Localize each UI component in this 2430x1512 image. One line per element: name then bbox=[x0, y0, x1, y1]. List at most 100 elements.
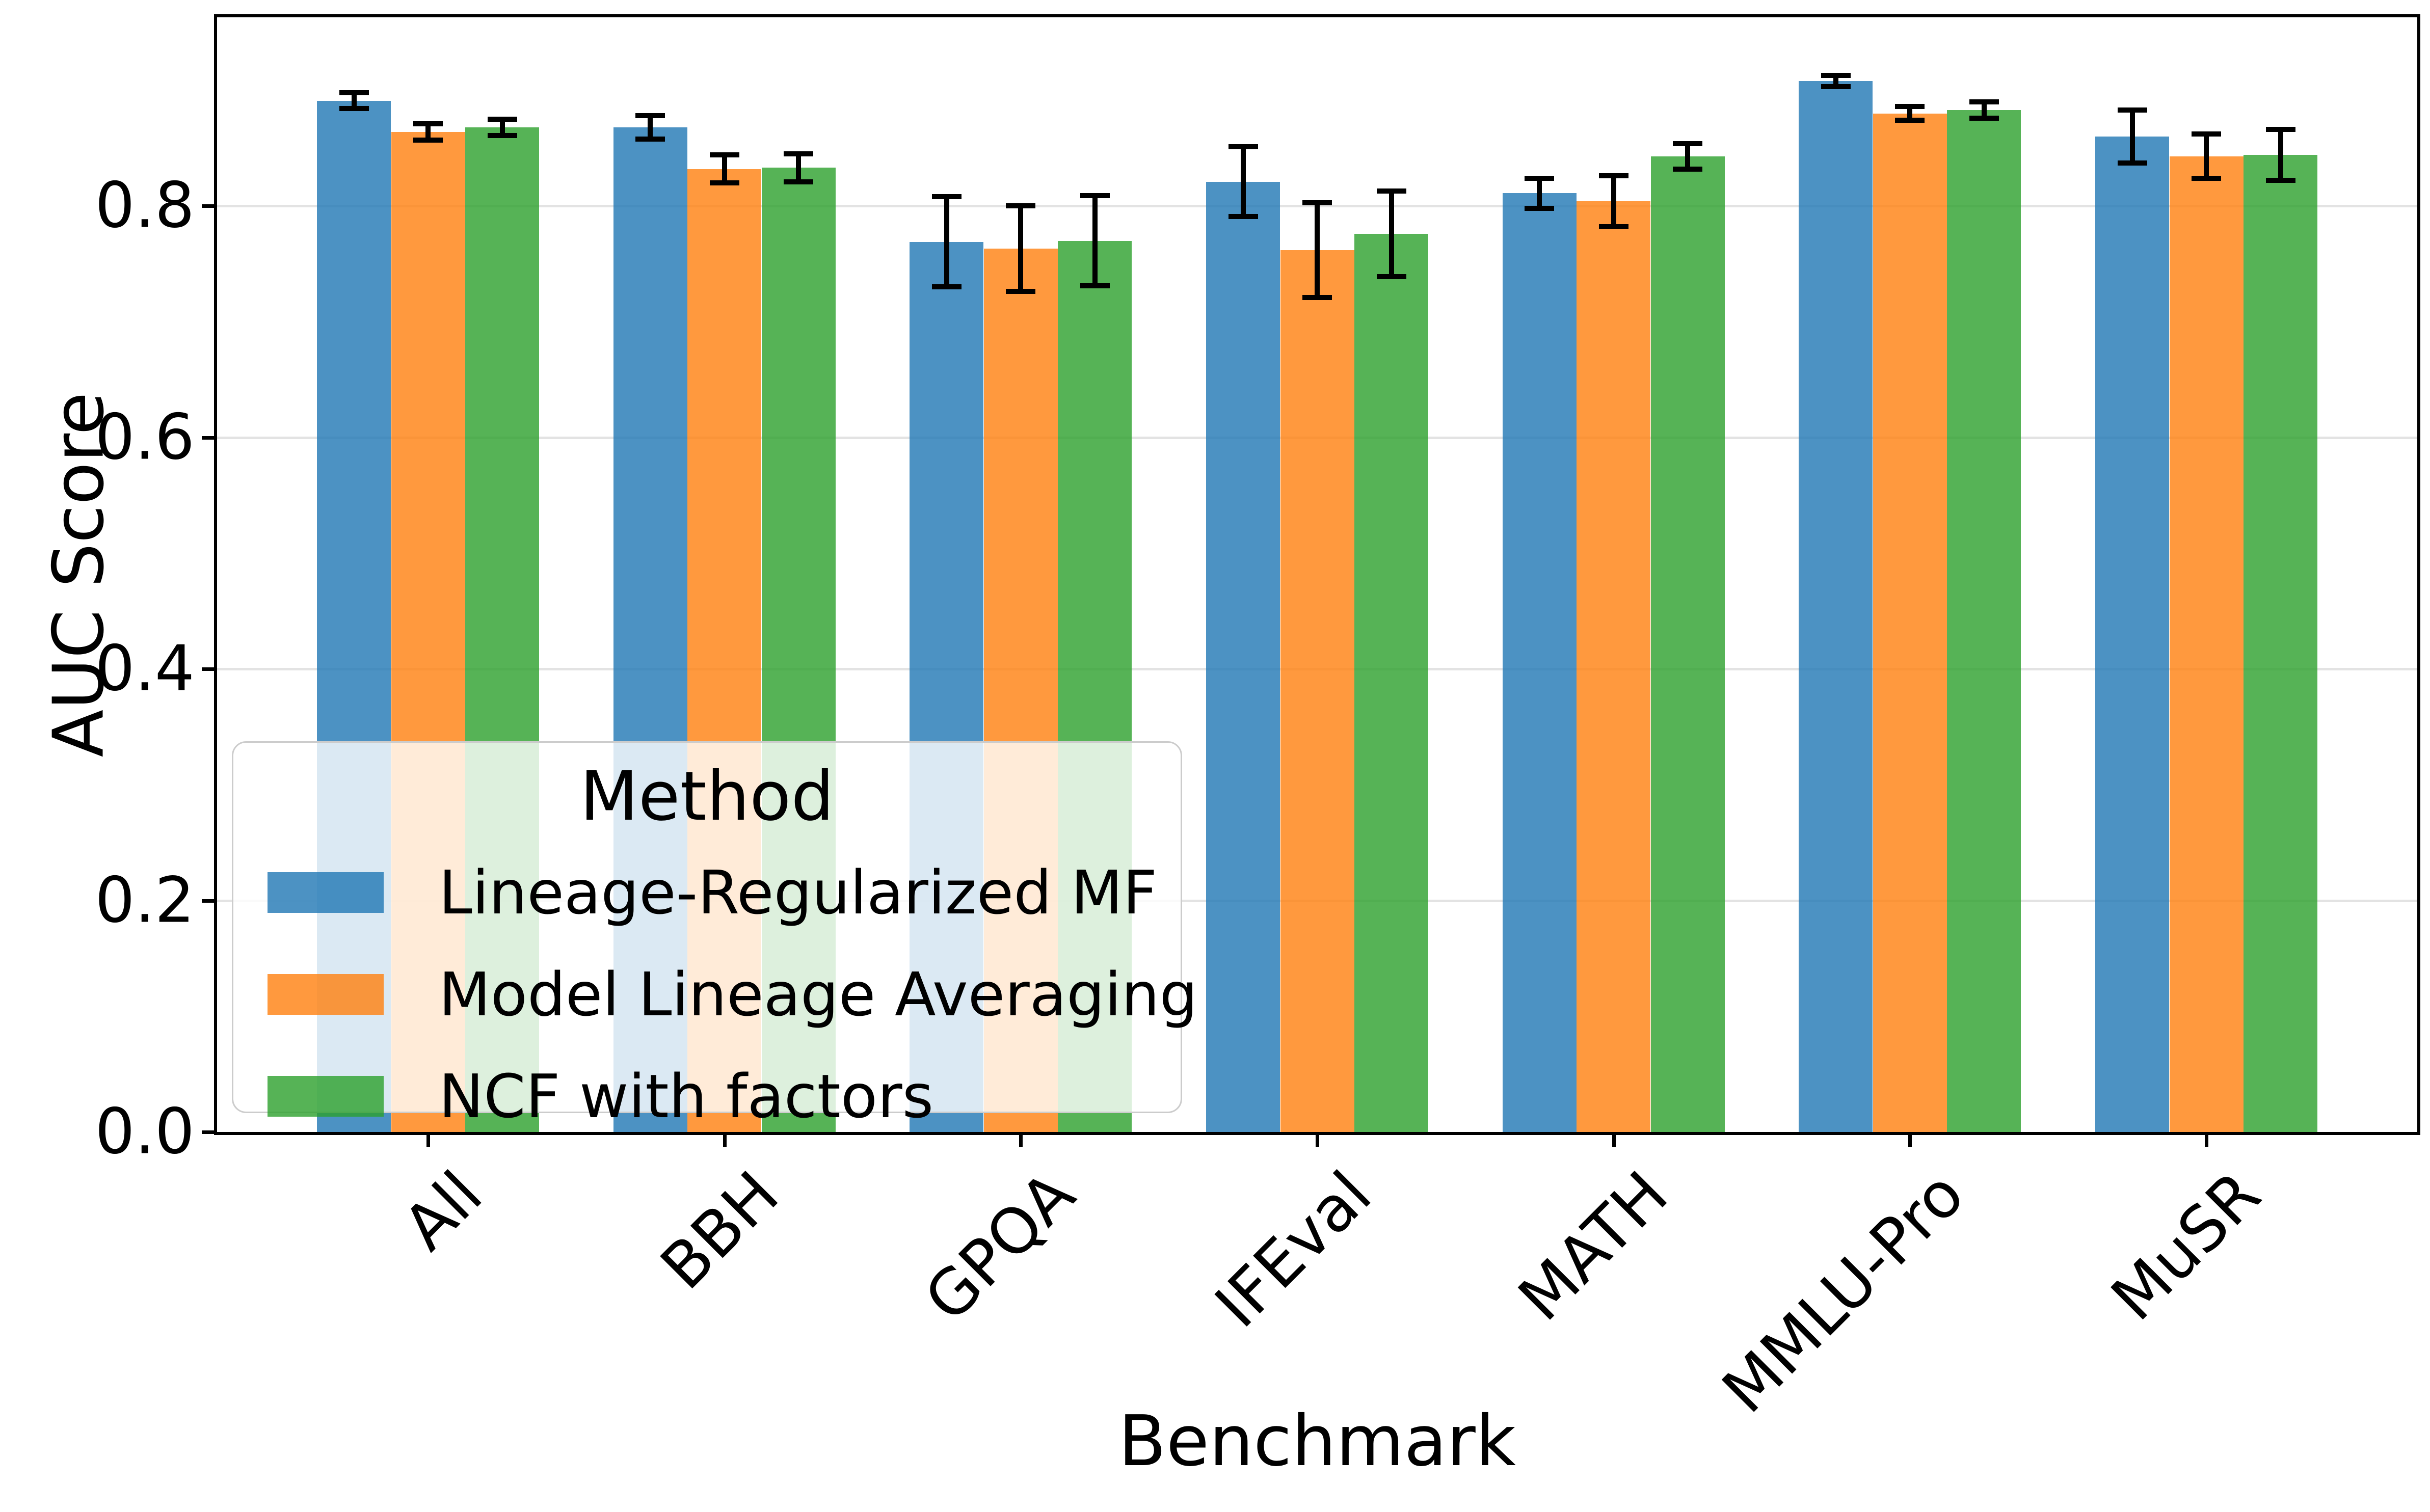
error-bar-cap bbox=[1821, 72, 1851, 78]
error-bar bbox=[1981, 101, 1987, 118]
bar bbox=[1354, 233, 1428, 1132]
y-tick bbox=[202, 1130, 214, 1134]
error-bar-cap bbox=[339, 106, 369, 112]
y-tick bbox=[202, 436, 214, 440]
y-tick-label: 0.2 bbox=[95, 864, 195, 937]
error-bar bbox=[1388, 191, 1394, 277]
error-bar bbox=[944, 197, 949, 287]
error-bar-cap bbox=[1895, 103, 1925, 109]
error-bar bbox=[499, 119, 505, 136]
bar bbox=[1502, 193, 1577, 1132]
legend-entries: Lineage-Regularized MF Model Lineage Aver… bbox=[233, 862, 1197, 1131]
bar bbox=[1577, 201, 1651, 1132]
error-bar-cap bbox=[1895, 118, 1925, 123]
error-bar bbox=[796, 154, 802, 182]
error-bar-cap bbox=[2117, 107, 2147, 113]
y-tick-label: 0.8 bbox=[95, 169, 195, 242]
error-bar-cap bbox=[413, 121, 443, 127]
legend-entry-label: Lineage-Regularized MF bbox=[439, 857, 1158, 928]
error-bar-cap bbox=[1673, 166, 1703, 172]
error-bar-cap bbox=[1376, 274, 1406, 279]
error-bar-cap bbox=[2192, 175, 2221, 181]
error-bar-cap bbox=[709, 152, 739, 158]
bar bbox=[1947, 110, 2021, 1132]
error-bar-cap bbox=[1080, 193, 1110, 198]
x-tick bbox=[2205, 1135, 2208, 1147]
error-bar-cap bbox=[1376, 188, 1406, 194]
y-tick-label: 0.6 bbox=[95, 401, 195, 474]
error-bar-cap bbox=[2265, 127, 2295, 132]
legend-title: Method bbox=[580, 758, 834, 836]
x-tick-label: MATH bbox=[1505, 1157, 1682, 1335]
bar bbox=[1873, 113, 1947, 1132]
error-bar-cap bbox=[1969, 115, 1999, 121]
error-bar bbox=[1315, 202, 1320, 298]
x-axis-label: Benchmark bbox=[1118, 1401, 1516, 1482]
bar bbox=[1799, 80, 1873, 1132]
error-bar-cap bbox=[1673, 141, 1703, 146]
legend-entry-label: Model Lineage Averaging bbox=[439, 959, 1198, 1030]
error-bar-cap bbox=[1969, 99, 1999, 104]
error-bar bbox=[648, 116, 653, 139]
error-bar-cap bbox=[1006, 289, 1036, 294]
error-bar-cap bbox=[1080, 283, 1110, 289]
error-bar bbox=[1018, 206, 1024, 292]
error-bar bbox=[1907, 106, 1913, 121]
error-bar bbox=[1240, 147, 1246, 217]
bar bbox=[1650, 156, 1725, 1132]
legend-swatch bbox=[268, 872, 384, 913]
error-bar-cap bbox=[2117, 160, 2147, 166]
error-bar bbox=[1537, 178, 1542, 208]
error-bar-cap bbox=[1302, 294, 1332, 300]
error-bar-cap bbox=[487, 132, 517, 138]
error-bar-cap bbox=[931, 194, 962, 200]
legend-entry-label: NCF with factors bbox=[439, 1061, 934, 1131]
error-bar-cap bbox=[1302, 200, 1332, 205]
error-bar-cap bbox=[339, 90, 369, 95]
legend-entry: Model Lineage Averaging bbox=[268, 964, 1197, 1024]
error-bar bbox=[2129, 110, 2135, 164]
y-tick bbox=[202, 899, 214, 903]
error-bar bbox=[1833, 75, 1838, 87]
error-bar-cap bbox=[1228, 144, 1258, 150]
x-tick bbox=[1908, 1135, 1912, 1147]
error-bar-cap bbox=[413, 137, 443, 143]
x-tick bbox=[723, 1135, 727, 1147]
x-tick bbox=[1019, 1135, 1023, 1147]
y-tick-label: 0.0 bbox=[95, 1095, 195, 1169]
x-tick-label: MMLU-Pro bbox=[1709, 1157, 1979, 1427]
legend-swatch bbox=[268, 1075, 384, 1117]
y-tick bbox=[202, 204, 214, 208]
error-bar bbox=[722, 155, 727, 183]
error-bar-cap bbox=[709, 180, 739, 185]
error-bar-cap bbox=[1598, 173, 1628, 179]
error-bar bbox=[1685, 143, 1691, 169]
x-tick-label: GPQA bbox=[911, 1157, 1089, 1336]
x-tick bbox=[1612, 1135, 1616, 1147]
error-bar-cap bbox=[1525, 175, 1555, 181]
error-bar-cap bbox=[1006, 203, 1036, 209]
bar bbox=[2169, 156, 2244, 1132]
x-tick-label: All bbox=[390, 1157, 497, 1264]
error-bar-cap bbox=[487, 116, 517, 122]
x-tick-label: IFEval bbox=[1201, 1157, 1386, 1342]
error-bar-cap bbox=[2192, 131, 2221, 137]
x-tick-label: BBH bbox=[647, 1157, 793, 1304]
bar bbox=[2095, 137, 2169, 1132]
y-tick-label: 0.4 bbox=[95, 632, 195, 706]
error-bar bbox=[351, 92, 357, 109]
error-bar-cap bbox=[635, 113, 665, 119]
error-bar-cap bbox=[784, 151, 814, 157]
bar bbox=[1206, 181, 1280, 1132]
error-bar bbox=[2278, 129, 2283, 181]
bar bbox=[2244, 155, 2317, 1132]
x-tick bbox=[1316, 1135, 1319, 1147]
error-bar bbox=[2204, 134, 2209, 178]
error-bar bbox=[1092, 195, 1098, 286]
legend: Method Lineage-Regularized MF Model Linea… bbox=[232, 741, 1197, 1126]
error-bar-cap bbox=[1821, 84, 1851, 90]
legend-swatch bbox=[268, 974, 384, 1015]
x-tick-label: MuSR bbox=[2098, 1157, 2275, 1335]
legend-entry: Lineage-Regularized MF bbox=[268, 862, 1181, 923]
